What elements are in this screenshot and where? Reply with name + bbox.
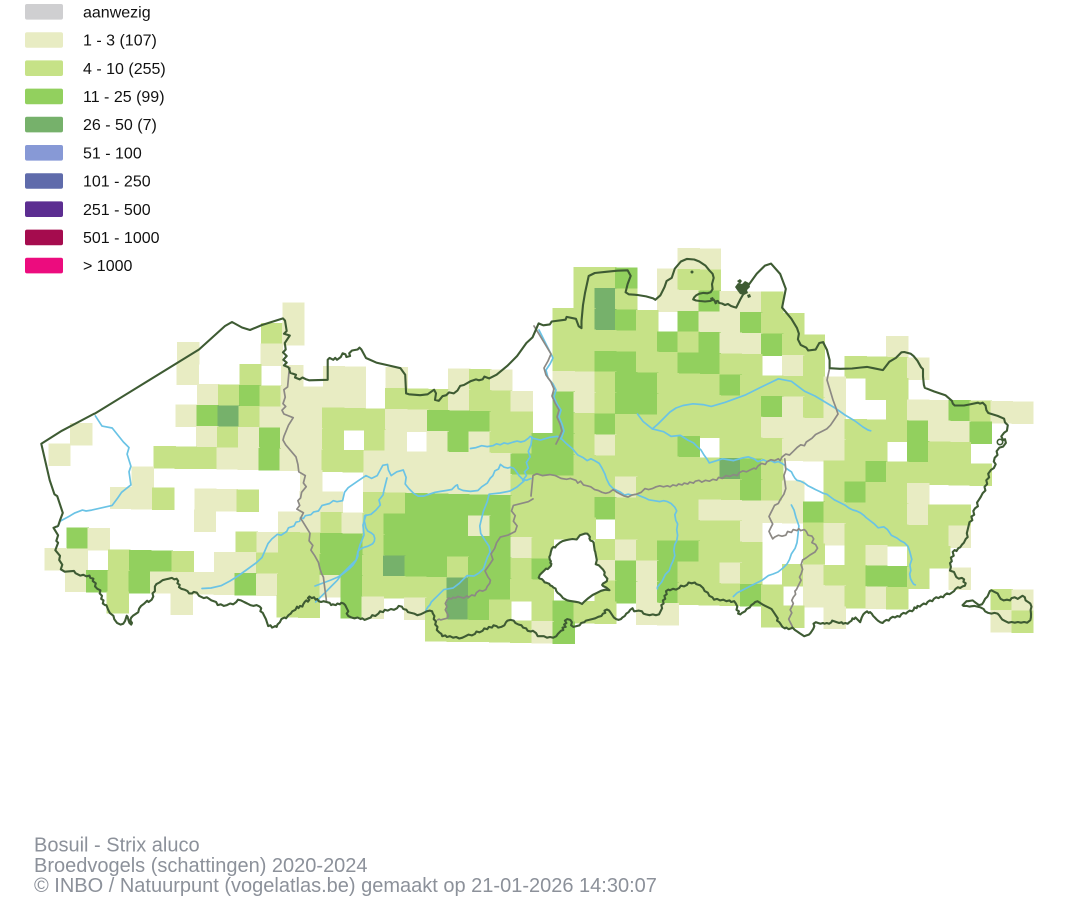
svg-text:Broedvogels (schattingen) 2020: Broedvogels (schattingen) 2020-2024 [34,855,368,877]
svg-text:4 - 10 (255): 4 - 10 (255) [83,61,166,78]
svg-text:1 - 3 (107): 1 - 3 (107) [83,33,157,50]
svg-text:11 - 25 (99): 11 - 25 (99) [83,89,165,106]
svg-text:101 - 250: 101 - 250 [83,174,151,191]
svg-text:> 1000: > 1000 [83,258,132,275]
svg-text:aanwezig: aanwezig [83,4,151,21]
svg-text:Bosuil - Strix aluco: Bosuil - Strix aluco [34,835,200,857]
svg-text:501 - 1000: 501 - 1000 [83,230,160,247]
svg-text:51 - 100: 51 - 100 [83,145,142,162]
svg-text:© INBO / Natuurpunt (vogelatla: © INBO / Natuurpunt (vogelatlas.be) gema… [34,875,657,897]
svg-text:26 - 50 (7): 26 - 50 (7) [83,117,157,134]
svg-text:251 - 500: 251 - 500 [83,202,151,219]
